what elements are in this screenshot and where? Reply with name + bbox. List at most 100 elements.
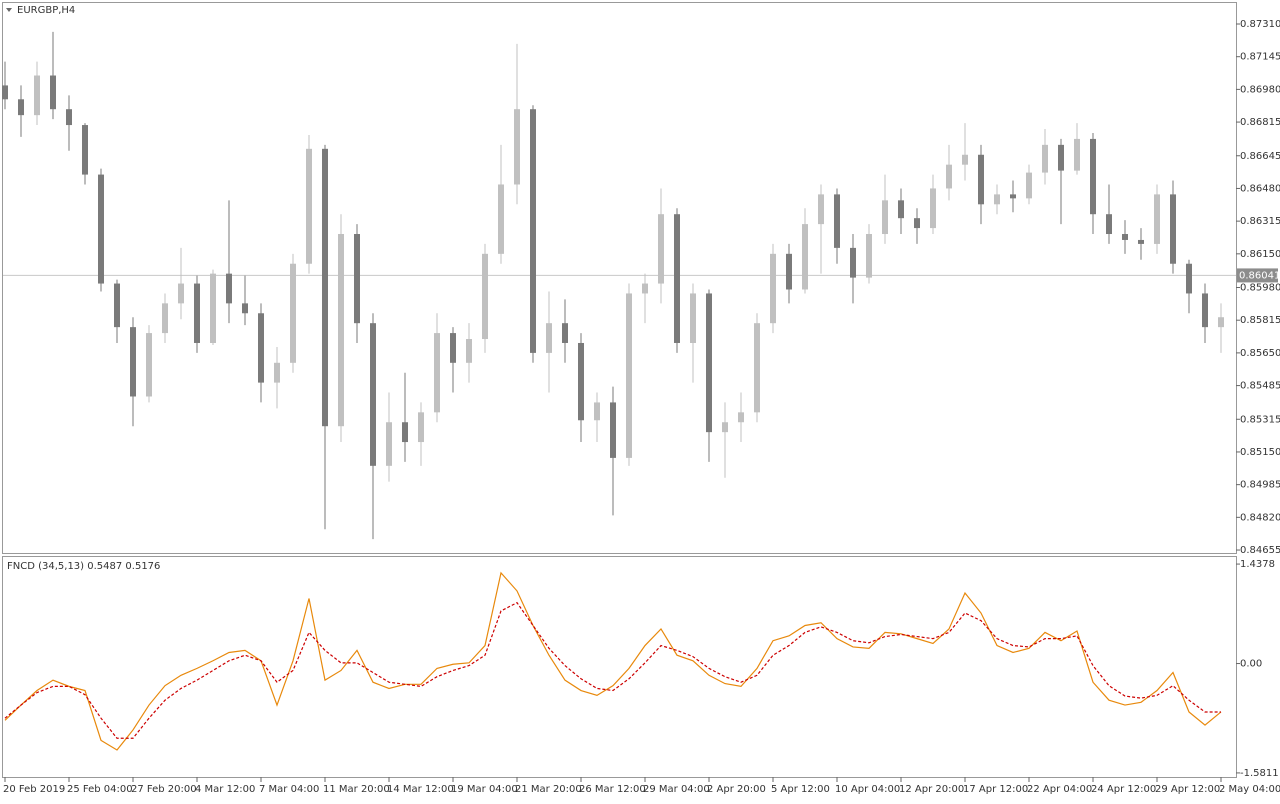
candle-body	[994, 194, 1000, 205]
y-tick-label: 0.00	[1240, 659, 1262, 670]
candle-body	[1138, 239, 1144, 244]
y-tick-label: 0.85650	[1240, 348, 1280, 359]
candle-body	[306, 148, 312, 264]
candle-body	[1186, 263, 1192, 294]
y-tick-label: 0.87310	[1240, 19, 1280, 30]
candle-body	[738, 412, 744, 423]
candle-body	[50, 75, 56, 110]
candle-body	[290, 263, 296, 363]
candle-body	[2, 85, 8, 100]
candle-body	[370, 323, 376, 466]
candle-body	[98, 174, 104, 284]
candle-body	[1010, 194, 1016, 199]
candle-body	[146, 333, 152, 397]
candle-body	[786, 253, 792, 290]
candle-body	[594, 402, 600, 421]
panel-menu-arrow[interactable]	[6, 8, 12, 12]
x-tick-label: 2 May 04:00	[1219, 784, 1280, 795]
candle-body	[914, 218, 920, 229]
candle-body	[706, 293, 712, 433]
candle-body	[466, 339, 472, 363]
candle-body	[434, 333, 440, 413]
y-tick-label: 0.86645	[1240, 151, 1280, 162]
x-tick-label: 14 Mar 12:00	[387, 784, 454, 795]
candle-body	[962, 154, 968, 165]
candle-body	[354, 234, 360, 324]
candle-body	[242, 303, 248, 314]
candle-body	[338, 234, 344, 427]
x-tick-label: 17 Apr 12:00	[963, 784, 1028, 795]
candle-body	[82, 125, 88, 175]
candle-body	[1218, 317, 1224, 328]
candle-body	[1106, 214, 1112, 235]
y-tick-label: 0.84820	[1240, 512, 1280, 523]
x-tick-label: 7 Mar 04:00	[259, 784, 319, 795]
candle-body	[274, 362, 280, 383]
symbol-title: EURGBP,H4	[17, 5, 75, 16]
candle-body	[258, 313, 264, 383]
candle-body	[418, 412, 424, 443]
y-tick-label: 0.85980	[1240, 283, 1280, 294]
candle-body	[882, 200, 888, 235]
candle-body	[626, 293, 632, 458]
candle-body	[690, 293, 696, 343]
x-tick-label: 21 Mar 20:00	[515, 784, 582, 795]
indicator-title: FNCD (34,5,13) 0.5487 0.5176	[7, 561, 160, 572]
indicator-line	[4, 571, 1222, 751]
x-tick-label: 25 Feb 04:00	[67, 784, 133, 795]
x-tick-label: 29 Mar 04:00	[643, 784, 710, 795]
candle-body	[658, 214, 664, 284]
x-tick-label: 24 Apr 12:00	[1091, 784, 1156, 795]
candle-body	[754, 323, 760, 413]
candle-body	[1154, 194, 1160, 244]
candle-body	[562, 323, 568, 343]
candle-body	[866, 234, 872, 278]
candle-body	[834, 194, 840, 248]
candle-body	[514, 109, 520, 185]
candle-body	[1074, 138, 1080, 171]
x-tick-label: 12 Apr 20:00	[899, 784, 964, 795]
candle-body	[1090, 138, 1096, 215]
y-tick-label: 0.85815	[1240, 315, 1280, 326]
x-tick-label: 2 Apr 20:00	[707, 784, 766, 795]
candle-body	[482, 253, 488, 340]
candle-body	[930, 188, 936, 229]
candle-body	[802, 224, 808, 290]
y-tick-label: 0.84985	[1240, 480, 1280, 491]
candle-body	[770, 253, 776, 324]
y-tick-label: 0.85150	[1240, 447, 1280, 458]
candle-body	[722, 422, 728, 433]
y-tick-label: 0.86150	[1240, 249, 1280, 260]
candle-body	[978, 154, 984, 205]
candle-body	[818, 194, 824, 225]
candle-body	[946, 164, 952, 189]
indicator-panel	[2, 556, 1237, 778]
x-tick-label: 22 Apr 04:00	[1027, 784, 1092, 795]
y-tick-label: 0.84655	[1240, 545, 1280, 556]
x-tick-label: 19 Mar 04:00	[451, 784, 518, 795]
y-tick-label: 1.4378	[1240, 559, 1275, 570]
candle-body	[1202, 293, 1208, 328]
candle-body	[130, 327, 136, 397]
candle-body	[34, 75, 40, 116]
x-tick-label: 4 Mar 12:00	[195, 784, 255, 795]
y-tick-label: 0.87145	[1240, 52, 1280, 63]
candle-body	[322, 148, 328, 427]
candle-body	[66, 109, 72, 126]
x-tick-label: 27 Feb 20:00	[131, 784, 197, 795]
candle-body	[194, 283, 200, 343]
candle-body	[178, 283, 184, 304]
main-panel	[2, 2, 1237, 554]
y-tick-label: -1.5811	[1240, 768, 1279, 779]
candle-body	[1170, 194, 1176, 264]
x-tick-label: 29 Apr 12:00	[1155, 784, 1220, 795]
candle-body	[162, 303, 168, 334]
candle-body	[498, 184, 504, 254]
x-tick-label: 5 Apr 12:00	[771, 784, 830, 795]
y-tick-label: 0.86980	[1240, 84, 1280, 95]
candle-body	[610, 402, 616, 458]
candle-body	[1026, 172, 1032, 199]
candle-body	[450, 333, 456, 363]
y-tick-label: 0.86315	[1240, 216, 1280, 227]
